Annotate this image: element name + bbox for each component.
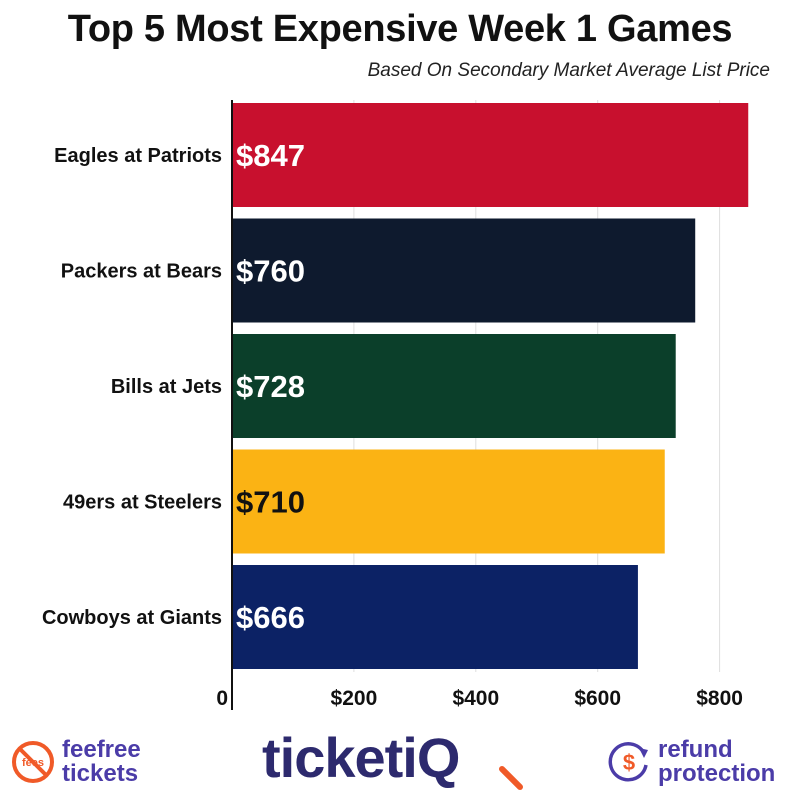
svg-text:fees: fees [22, 757, 44, 769]
chart-title: Top 5 Most Expensive Week 1 Games [67, 8, 733, 50]
bar [232, 218, 696, 323]
category-label: Bills at Jets [111, 376, 222, 398]
ticketiq-logo-text: ticketiQ [262, 726, 460, 789]
category-label: Eagles at Patriots [54, 145, 222, 167]
bar-value-label: $847 [236, 138, 305, 173]
bar [232, 449, 665, 554]
x-tick-label: 0 [216, 687, 228, 710]
bar-value-label: $666 [236, 600, 305, 635]
category-label: Cowboys at Giants [42, 607, 222, 629]
bar [232, 103, 749, 207]
chart-subtitle: Based On Secondary Market Average List P… [367, 60, 770, 81]
svg-text:$: $ [623, 750, 635, 775]
no-fees-icon: fees [12, 741, 54, 783]
category-label: 49ers at Steelers [63, 492, 222, 514]
refund-line1: refund [658, 736, 733, 763]
bar-value-label: $710 [236, 485, 305, 520]
bar-value-label: $760 [236, 254, 305, 289]
bar-value-label: $728 [236, 369, 305, 404]
bar [232, 565, 638, 669]
magnifier-icon [499, 766, 523, 790]
refund-badge: $ refund protection [606, 738, 775, 786]
ticketiq-logo: ticketiQ [262, 726, 523, 790]
x-tick-label: $600 [574, 687, 621, 710]
feefree-badge: fees feefree tickets [10, 738, 141, 786]
category-label: Packers at Bears [61, 261, 222, 283]
x-tick-label: $200 [331, 687, 378, 710]
refund-line2: protection [658, 760, 776, 787]
bar-chart: $847 Eagles at Patriots $760 Packers at Bea… [42, 100, 749, 710]
bar [232, 334, 676, 438]
refund-dollar-icon: $ [608, 742, 648, 782]
x-tick-label: $400 [452, 687, 499, 710]
x-tick-label: $800 [696, 687, 743, 710]
feefree-line2: tickets [62, 760, 139, 787]
feefree-line1: feefree [62, 736, 141, 763]
